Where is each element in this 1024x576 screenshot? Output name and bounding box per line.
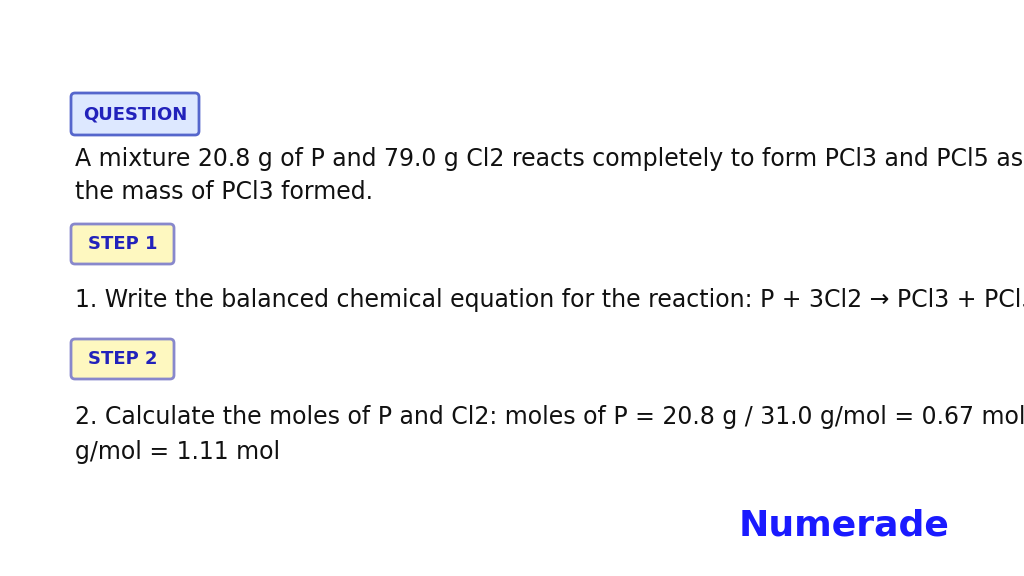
FancyBboxPatch shape [71,93,199,135]
Text: g/mol = 1.11 mol: g/mol = 1.11 mol [75,440,281,464]
Text: Numerade: Numerade [739,509,950,543]
Text: the mass of PCl3 formed.: the mass of PCl3 formed. [75,180,373,204]
FancyBboxPatch shape [71,224,174,264]
Text: 1. Write the balanced chemical equation for the reaction: P + 3Cl2 → PCl3 + PCl5: 1. Write the balanced chemical equation … [75,288,1024,312]
FancyBboxPatch shape [71,339,174,379]
Text: STEP 1: STEP 1 [88,235,158,253]
Text: STEP 2: STEP 2 [88,350,158,368]
Text: 2. Calculate the moles of P and Cl2: moles of P = 20.8 g / 31.0 g/mol = 0.67 mol: 2. Calculate the moles of P and Cl2: mol… [75,405,1024,429]
Text: A mixture 20.8 g of P and 79.0 g Cl2 reacts completely to form PCl3 and PCl5 as : A mixture 20.8 g of P and 79.0 g Cl2 rea… [75,147,1024,171]
Text: QUESTION: QUESTION [83,105,187,123]
